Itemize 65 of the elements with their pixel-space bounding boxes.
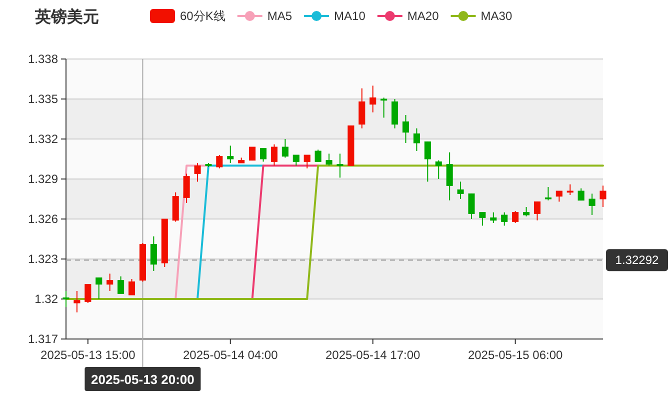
candlestick: [446, 152, 453, 201]
candlestick: [84, 284, 92, 304]
candlestick: [106, 273, 114, 292]
legend-label: MA20: [407, 9, 440, 23]
candlestick: [424, 141, 431, 182]
candlestick: [512, 210, 519, 224]
candlestick: [74, 290, 80, 313]
legend-label: MA30: [480, 9, 512, 23]
y-tick-label: 1.335: [28, 92, 58, 106]
y-tick-label: 1.32: [34, 292, 58, 306]
legend-label: MA5: [267, 9, 292, 23]
candlestick: [578, 188, 584, 201]
candlestick: [150, 236, 157, 272]
candlestick: [260, 148, 267, 162]
candlestick: [194, 162, 201, 182]
candlestick: [588, 193, 596, 216]
candlestick: [172, 192, 179, 222]
candlestick: [370, 85, 376, 113]
candlestick: [534, 201, 541, 221]
candlestick: [380, 97, 388, 118]
candlestick: [402, 114, 409, 144]
y-tick-label: 1.329: [28, 172, 58, 186]
candlestick: [358, 88, 366, 129]
candlestick: [249, 146, 256, 161]
candlestick: [392, 98, 398, 129]
candlestick: [270, 144, 278, 166]
y-tick-label: 1.332: [28, 132, 58, 146]
candlestick: [227, 145, 234, 164]
candlestick: [314, 149, 322, 162]
y-tick-label: 1.317: [28, 332, 58, 346]
candlestick: [292, 154, 300, 166]
candlestick: [62, 290, 70, 308]
x-tick-label: 2025-05-13 15:00: [40, 348, 136, 362]
candlestick: [183, 173, 190, 204]
candlestick: [216, 154, 223, 169]
candlestick: [479, 212, 486, 226]
candlestick: [326, 153, 332, 166]
ref-line-label: 2025-05-13 20:00: [91, 372, 194, 387]
candlestick: [566, 184, 574, 196]
candlestick: [468, 193, 475, 220]
candlestick: [457, 181, 464, 200]
candlestick: [96, 277, 102, 300]
candlestick: [282, 138, 288, 158]
candlestick: [490, 212, 497, 224]
x-tick-label: 2025-05-14 17:00: [325, 348, 421, 362]
x-tick-label: 2025-05-14 04:00: [183, 348, 278, 362]
legend-label: MA10: [334, 9, 366, 23]
chart-title: 英镑美元: [34, 7, 99, 26]
candlestick: [336, 153, 344, 178]
candlestick: [600, 185, 606, 208]
candlestick: [128, 278, 136, 296]
ref-line-label: 1.32292: [615, 253, 660, 268]
candlestick: [413, 128, 420, 152]
x-tick-label: 2025-05-15 06:00: [468, 348, 564, 362]
y-tick-label: 1.326: [28, 212, 58, 226]
y-tick-label: 1.338: [28, 52, 58, 66]
candlestick: [304, 154, 310, 169]
candlestick: [556, 190, 562, 202]
candlestick: [435, 160, 442, 180]
candlestick: [523, 206, 530, 217]
candlestick: [118, 276, 124, 294]
y-tick-label: 1.323: [28, 252, 58, 266]
legend-label: 60分K线: [180, 9, 226, 23]
candlestick: [544, 186, 552, 201]
candlestick: [501, 212, 508, 226]
